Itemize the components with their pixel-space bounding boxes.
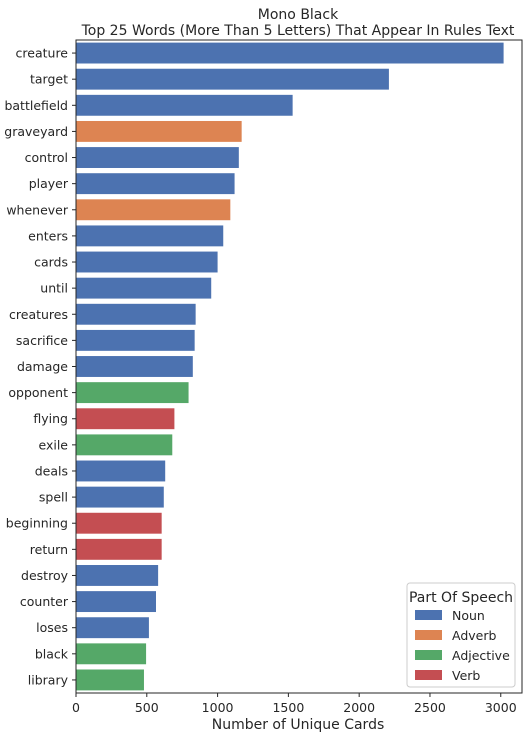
- legend-entries: Noun Adverb Adjective Verb: [415, 608, 510, 683]
- x-tick-label: 1500: [272, 700, 304, 715]
- legend-swatch-verb: [415, 670, 442, 680]
- legend-label-adverb: Adverb: [452, 628, 496, 643]
- bar-enters: [76, 225, 224, 247]
- bar-exile: [76, 434, 173, 456]
- y-tick-label: black: [35, 646, 69, 661]
- y-tick-label: player: [29, 176, 69, 191]
- bar-return: [76, 538, 162, 560]
- legend-label-verb: Verb: [452, 668, 480, 683]
- bar-loses: [76, 617, 149, 639]
- y-tick-label: creatures: [9, 307, 68, 322]
- legend-label-noun: Noun: [452, 608, 485, 623]
- bar-damage: [76, 356, 193, 377]
- y-tick-label: deals: [35, 463, 68, 478]
- y-tick-label: counter: [20, 594, 69, 609]
- y-tick-label: graveyard: [4, 124, 68, 139]
- bar-destroy: [76, 565, 159, 586]
- y-tick-label: return: [30, 542, 68, 557]
- bar-battlefield: [76, 94, 293, 116]
- x-ticks: 0 500 1000 1500 2000 2500 3000: [72, 693, 517, 715]
- x-tick-label: 2500: [414, 700, 446, 715]
- y-tick-label: beginning: [6, 516, 68, 531]
- bar-player: [76, 173, 235, 195]
- y-tick-label: opponent: [8, 385, 68, 400]
- y-tick-label: spell: [39, 490, 68, 505]
- x-tick-label: 500: [135, 700, 159, 715]
- y-tick-label: loses: [36, 620, 68, 635]
- y-tick-label: control: [25, 150, 68, 165]
- y-tick-label: creature: [16, 46, 69, 61]
- y-tick-label: cards: [34, 255, 68, 270]
- chart-title: Mono Black: [258, 7, 339, 23]
- legend-swatch-adverb: [415, 630, 442, 640]
- y-tick-label: flying: [33, 411, 68, 426]
- bar-until: [76, 277, 212, 299]
- bar-graveyard: [76, 120, 242, 142]
- bar-sacrifice: [76, 329, 195, 351]
- x-tick-label: 3000: [485, 700, 517, 715]
- chart-subtitle: Top 25 Words (More Than 5 Letters) That …: [81, 23, 515, 39]
- x-axis-label: Number of Unique Cards: [212, 717, 385, 733]
- y-tick-labels: creature target battlefield graveyard contro…: [4, 46, 76, 687]
- bar-deals: [76, 460, 166, 482]
- bar-creatures: [76, 303, 196, 325]
- legend-swatch-adjective: [415, 650, 442, 660]
- bar-opponent: [76, 382, 189, 404]
- legend-label-adjective: Adjective: [452, 648, 510, 663]
- y-tick-label: battlefield: [4, 98, 68, 113]
- x-tick-label: 1000: [202, 700, 234, 715]
- y-tick-label: whenever: [6, 202, 69, 217]
- y-tick-label: destroy: [21, 568, 69, 583]
- bar-counter: [76, 591, 156, 613]
- bar-black: [76, 643, 147, 665]
- y-tick-label: enters: [28, 228, 68, 243]
- bar-whenever: [76, 199, 231, 221]
- legend: Part Of Speech Noun Adverb Adjective Verb: [406, 582, 516, 688]
- bar-creature: [76, 42, 504, 64]
- y-tick-label: target: [30, 72, 68, 87]
- bar-flying: [76, 408, 175, 430]
- y-tick-label: damage: [17, 359, 68, 374]
- legend-title: Part Of Speech: [409, 590, 513, 606]
- legend-swatch-noun: [415, 610, 442, 620]
- y-tick-label: sacrifice: [16, 333, 68, 348]
- x-tick-label: 2000: [343, 700, 375, 715]
- bar-spell: [76, 486, 164, 508]
- bar-target: [76, 68, 389, 90]
- bars-group: [76, 42, 504, 691]
- bar-control: [76, 147, 239, 168]
- y-tick-label: exile: [38, 437, 68, 452]
- bar-beginning: [76, 512, 162, 534]
- x-tick-label: 0: [72, 700, 80, 715]
- plot-frame: [75, 39, 523, 694]
- bar-cards: [76, 251, 218, 273]
- bar-library: [76, 669, 144, 691]
- y-tick-label: library: [28, 672, 69, 687]
- y-tick-label: until: [40, 281, 68, 296]
- legend-box: [406, 582, 516, 688]
